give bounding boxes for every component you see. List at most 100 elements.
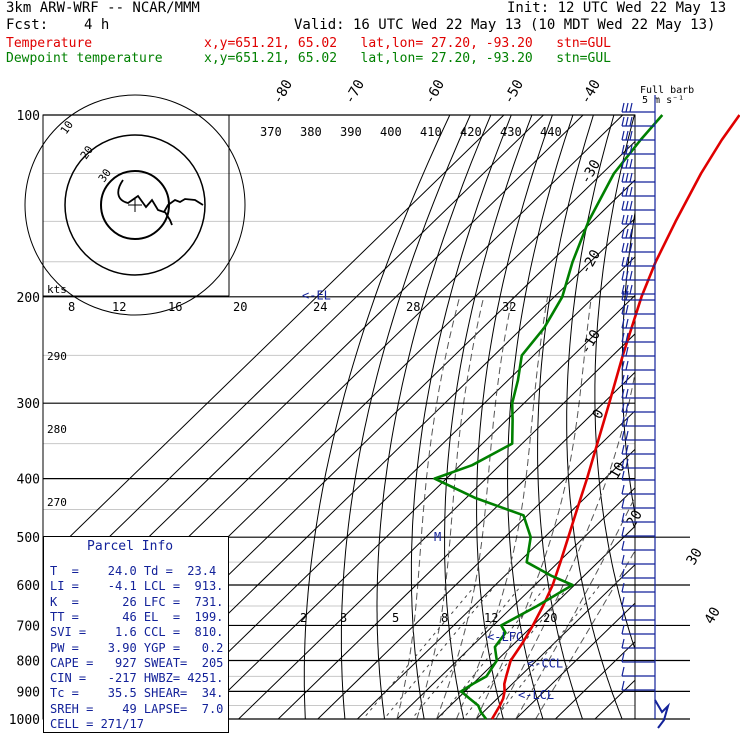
wind-barb-legend-units: 5 m s⁻¹ <box>642 95 684 106</box>
isotherm-label: -30 <box>578 157 605 187</box>
wind-barb-flag <box>625 402 629 413</box>
valid-time: Valid: 16 UTC Wed 22 May 13 (10 MDT Wed … <box>294 17 716 33</box>
theta-side-label: 280 <box>47 423 67 436</box>
wind-barb-flag <box>621 652 625 663</box>
theta-label: 390 <box>340 125 362 139</box>
parcel-row-tt-el: TT = 46 EL = 199. <box>50 610 224 624</box>
dry-adiabat-line <box>340 115 471 719</box>
wind-barb-flag <box>625 416 629 427</box>
parcel-row-cape-sweat: CAPE = 927 SWEAT= 205 <box>50 656 224 670</box>
dry-adiabat-line <box>725 87 740 731</box>
wind-barb-flag <box>625 360 629 371</box>
temperature-location-info: x,y=651.21, 65.02 lat,lon= 27.20, -93.20… <box>204 36 611 51</box>
wind-barb-flag <box>621 624 625 635</box>
wind-barb-flag <box>621 498 625 509</box>
hodograph-ring <box>64 134 206 276</box>
mixing-ratio-label: 12 <box>484 611 498 625</box>
wind-barb-flag <box>625 158 629 169</box>
isotherm-line <box>158 256 635 719</box>
mixing-ratio-line <box>383 584 496 719</box>
wind-barb-flag <box>621 638 625 649</box>
wind-barb-flag <box>629 270 633 281</box>
wind-barb-flag <box>629 200 633 211</box>
wind-barb-flag <box>621 172 625 183</box>
wind-barb-flag <box>625 200 629 211</box>
wind-barb-flag <box>621 416 625 427</box>
isotherm-label: -70 <box>342 77 369 107</box>
hodograph-speed-label: 8 <box>68 300 75 314</box>
mixing-ratio-line <box>437 584 548 719</box>
wind-barb-flag <box>625 242 629 253</box>
wind-barb-flag <box>621 680 625 691</box>
wind-barb-flag <box>625 304 629 315</box>
dewpoint-line <box>433 114 664 720</box>
wind-barb-flag <box>621 360 625 371</box>
wind-barb-flag <box>625 374 629 385</box>
moist-adiabat-line <box>436 296 513 719</box>
wind-barb-flag <box>621 158 625 169</box>
wind-barb-flag <box>625 388 629 399</box>
isotherm-label: -40 <box>578 77 605 107</box>
isotherm-label: -60 <box>422 77 449 107</box>
parcel-row-t-td: T = 24.0 Td = 23.4 <box>50 564 217 578</box>
wind-barb-flag <box>621 102 625 113</box>
wind-barb-flag <box>621 144 625 155</box>
wind-barb-flag <box>629 102 633 113</box>
wind-barb-flag <box>629 186 633 197</box>
wind-barb-flag <box>621 200 625 211</box>
wind-barb-flag <box>629 144 633 155</box>
theta-label: 440 <box>540 125 562 139</box>
wind-barb-flag <box>621 256 625 267</box>
wind-barb-flag <box>621 374 625 385</box>
wind-barb-flag <box>621 430 625 441</box>
wind-barb-flag <box>621 318 625 329</box>
wind-barb-flag <box>629 172 633 183</box>
mixing-ratio-label: 8 <box>441 611 448 625</box>
theta-label: 400 <box>380 125 402 139</box>
wind-barb-flag <box>625 214 629 225</box>
parcel-row-k-lfc: K = 26 LFC = 731. <box>50 595 224 609</box>
level-marker-label: <-LFC <box>487 630 523 644</box>
isotherm-label: 40 <box>702 604 724 627</box>
forecast-label: Fcst: <box>6 17 49 33</box>
wind-barb-flag <box>621 214 625 225</box>
wind-barb-flag <box>625 270 629 281</box>
isotherm-label: 20 <box>624 507 646 530</box>
mixing-ratio-line <box>411 584 523 719</box>
level-marker-label: <-LCL <box>518 688 554 702</box>
mixing-ratio-label: 5 <box>392 611 399 625</box>
hodograph-trace <box>117 179 204 214</box>
hodograph-speed-label: 24 <box>313 300 327 314</box>
wind-barb-flag <box>621 116 625 127</box>
hodograph-ring <box>24 94 246 316</box>
wind-barb-flag <box>621 458 625 469</box>
wind-barb-flag <box>625 444 629 455</box>
wind-barb-flag <box>621 290 625 301</box>
dry-adiabat-line <box>675 87 740 731</box>
isotherm-line <box>43 115 545 602</box>
hodograph-trace <box>164 211 173 226</box>
wind-barb-flag <box>621 526 625 537</box>
mixing-ratio-line <box>494 584 601 719</box>
isotherm-label: -10 <box>578 327 605 357</box>
wind-barb-flag <box>629 242 633 253</box>
level-marker-label: <-CCL <box>527 657 563 671</box>
moist-adiabat-line <box>515 495 635 719</box>
pressure-tick-label: 500 <box>17 531 40 546</box>
wind-barb-flag <box>621 666 625 677</box>
dry-adiabat-line <box>303 115 451 719</box>
wind-barb-flag <box>621 130 625 141</box>
isotherm-line <box>237 333 635 719</box>
isotherm-line <box>396 487 635 719</box>
parcel-row-cell: CELL = 271/17 <box>50 717 144 731</box>
dry-adiabat-line <box>594 115 635 651</box>
wind-barb-flag <box>625 144 629 155</box>
wind-barb-flag <box>621 284 625 295</box>
wind-barb-flag <box>621 186 625 197</box>
hodograph-ring-label: 30 <box>96 166 114 184</box>
pressure-tick-label: 600 <box>17 579 40 594</box>
wind-barb-flag <box>621 242 625 253</box>
parcel-row-tc-shear: Tc = 35.5 SHEAR= 34. <box>50 686 224 700</box>
hodograph-speed-label: 16 <box>168 300 182 314</box>
pressure-tick-label: 1000 <box>9 713 40 728</box>
